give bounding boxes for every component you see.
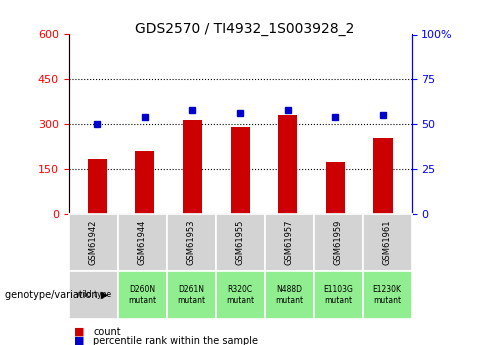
Text: ■: ■ [74,336,84,345]
Text: E1103G
mutant: E1103G mutant [323,285,353,305]
Text: ■: ■ [74,327,84,337]
Text: GSM61944: GSM61944 [138,220,147,265]
Text: percentile rank within the sample: percentile rank within the sample [93,336,258,345]
Text: GSM61957: GSM61957 [285,220,294,265]
Text: GSM61953: GSM61953 [187,220,196,265]
Text: D261N
mutant: D261N mutant [177,285,205,305]
Bar [135,151,154,214]
Bar [183,120,202,214]
Text: GSM61959: GSM61959 [334,220,343,265]
Text: R320C
mutant: R320C mutant [226,285,254,305]
Text: D260N
mutant: D260N mutant [128,285,156,305]
Text: wild type: wild type [75,290,111,299]
Text: GSM61961: GSM61961 [383,220,392,265]
Text: count: count [93,327,121,337]
Bar [231,127,249,214]
Text: GDS2570 / TI4932_1S003928_2: GDS2570 / TI4932_1S003928_2 [135,22,355,37]
Bar [326,161,345,214]
Bar [373,138,392,214]
Bar [88,159,107,214]
Bar [278,115,297,214]
Text: genotype/variation ▶: genotype/variation ▶ [5,290,108,300]
Text: N488D
mutant: N488D mutant [275,285,303,305]
Text: GSM61955: GSM61955 [236,220,245,265]
Text: GSM61942: GSM61942 [89,220,98,265]
Text: E1230K
mutant: E1230K mutant [372,285,402,305]
